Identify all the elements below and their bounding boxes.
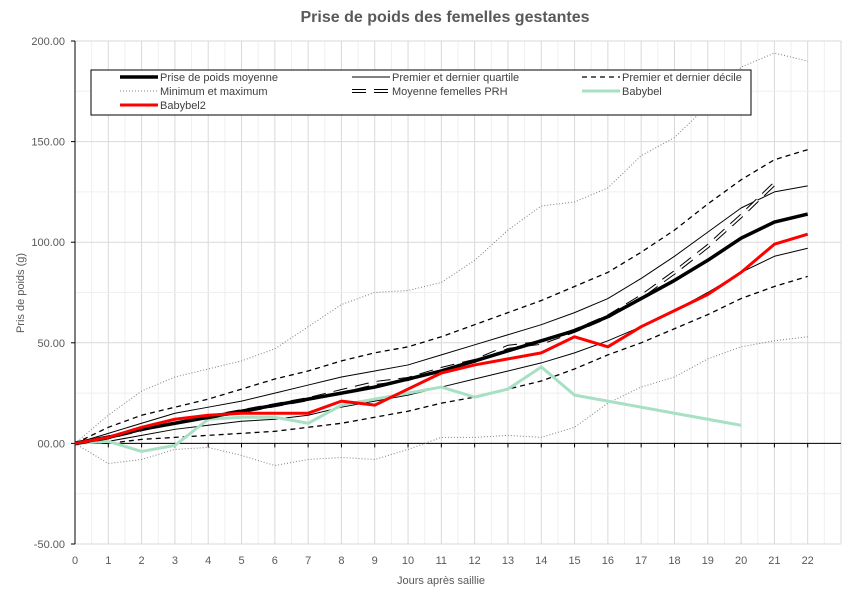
x-tick-label: 17	[635, 555, 647, 567]
y-tick-label: 50.00	[37, 338, 65, 350]
x-tick-label: 14	[535, 555, 547, 567]
legend-label-minimum-et-maximum: Minimum et maximum	[160, 86, 268, 98]
x-tick-label: 10	[402, 555, 414, 567]
x-tick-label: 4	[205, 555, 211, 567]
x-tick-label: 11	[436, 555, 447, 567]
x-tick-label: 8	[338, 555, 344, 567]
y-tick-label: 150.00	[31, 137, 65, 149]
series-line-babybel2	[74, 232, 809, 445]
series-line-babybel	[74, 365, 742, 453]
x-axis-label: Jours après saillie	[397, 575, 485, 587]
gridlines	[74, 40, 842, 545]
x-tick-label: 12	[469, 555, 481, 567]
series-line-minimum-et-maximum	[74, 336, 808, 467]
legend-label-moyenne-femelles-prh: Moyenne femelles PRH	[392, 86, 508, 98]
y-tick-label: 00.00	[37, 438, 65, 450]
y-axis-label: Pris de poids (g)	[15, 253, 27, 333]
x-tick-label: 7	[305, 555, 311, 567]
x-tick-label: 22	[802, 555, 814, 567]
x-tick-label: 3	[172, 555, 178, 567]
x-tick-label: 2	[139, 555, 145, 567]
x-tick-label: 19	[702, 555, 714, 567]
legend-label-premier-et-dernier-decile: Premier et dernier décile	[622, 72, 742, 84]
series-line-premier-et-dernier-decile	[75, 275, 808, 445]
series-group	[74, 52, 809, 467]
series-line-premier-et-dernier-decile	[74, 149, 808, 444]
legend-label-premier-et-dernier-quartile: Premier et dernier quartile	[392, 72, 519, 84]
x-tick-label: 9	[372, 555, 378, 567]
y-tick-label: 100.00	[31, 237, 65, 249]
x-tick-label: 13	[502, 555, 514, 567]
x-tick-label: 20	[735, 555, 747, 567]
y-tick-label: 200.00	[31, 36, 65, 48]
legend-box	[90, 69, 752, 116]
chart-title: Prise de poids des femelles gestantes	[300, 9, 589, 26]
x-tick-label: 16	[602, 555, 614, 567]
y-tick-label: -50.00	[34, 539, 65, 551]
x-tick-label: 5	[238, 555, 244, 567]
legend: Prise de poids moyenne Premier et dernier…	[90, 69, 752, 116]
x-tick-label: 0	[72, 555, 78, 567]
legend-label-prise-de-poids-moyenne: Prise de poids moyenne	[160, 72, 278, 84]
series-line-prise-de-poids-moyenne	[74, 212, 809, 446]
x-tick-label: 18	[668, 555, 680, 567]
x-tick-label: 6	[272, 555, 278, 567]
legend-label-babybel: Babybel	[622, 86, 662, 98]
x-tick-label: 1	[105, 555, 111, 567]
legend-label-babybel2: Babybel2	[160, 100, 206, 112]
series-line-premier-et-dernier-quartile	[74, 185, 808, 444]
x-tick-label: 21	[768, 555, 780, 567]
x-tick-label: 15	[568, 555, 580, 567]
